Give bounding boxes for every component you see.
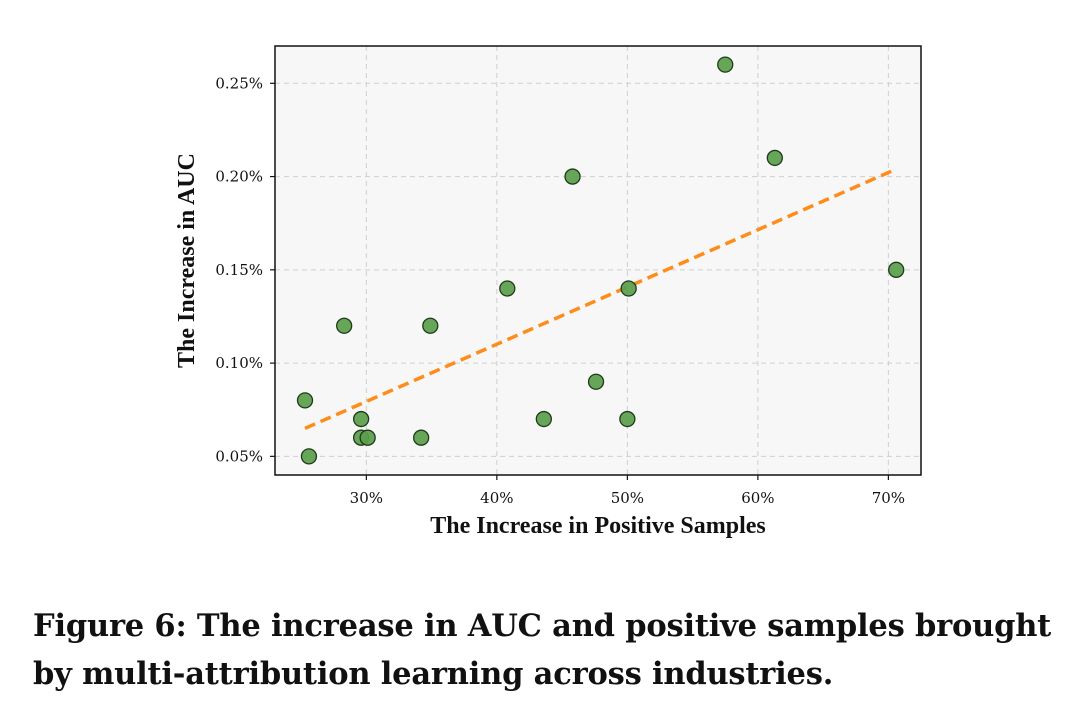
x-tick-label: 40% (480, 489, 513, 507)
y-tick-label: 0.15% (215, 261, 263, 279)
data-point (336, 317, 353, 334)
y-tick-label: 0.20% (215, 168, 263, 186)
data-point (564, 168, 581, 185)
x-tick-label: 70% (872, 489, 905, 507)
y-axis-title: The Increase in AUC (174, 153, 200, 368)
data-points (296, 56, 905, 465)
data-point (535, 410, 552, 428)
trend-line-group (304, 167, 897, 430)
figure-caption: Figure 6: The increase in AUC and positi… (33, 608, 1052, 692)
y-tick-label: 0.25% (215, 74, 263, 92)
data-point (888, 261, 905, 278)
plot-frame (274, 45, 922, 476)
scatter-chart: 30% 40% 50% 60% 70% 0.05% 0.10% 0.15% 0.20% 0.25%… (174, 45, 922, 539)
data-point (619, 410, 636, 428)
data-point (620, 280, 637, 297)
data-point (422, 317, 439, 334)
data-point (300, 448, 318, 465)
axis-ticks: 30% 40% 50% 60% 70% 0.05% 0.10% 0.15% 0.20% 0.25% (215, 74, 905, 507)
data-point (587, 373, 605, 390)
data-point (352, 410, 370, 428)
data-point (359, 429, 376, 446)
x-tick-label: 60% (741, 489, 774, 507)
y-tick-label: 0.10% (215, 354, 263, 372)
x-axis-title: The Increase in Positive Samples (430, 513, 766, 539)
plot-area (275, 46, 921, 475)
x-tick-label: 30% (350, 489, 383, 507)
data-point (413, 429, 430, 446)
data-point (296, 392, 314, 409)
data-point (766, 149, 783, 167)
data-point (717, 56, 734, 73)
data-point (499, 280, 516, 297)
x-tick-label: 50% (611, 489, 644, 507)
y-tick-label: 0.05% (215, 447, 263, 465)
trend-line (304, 167, 897, 430)
